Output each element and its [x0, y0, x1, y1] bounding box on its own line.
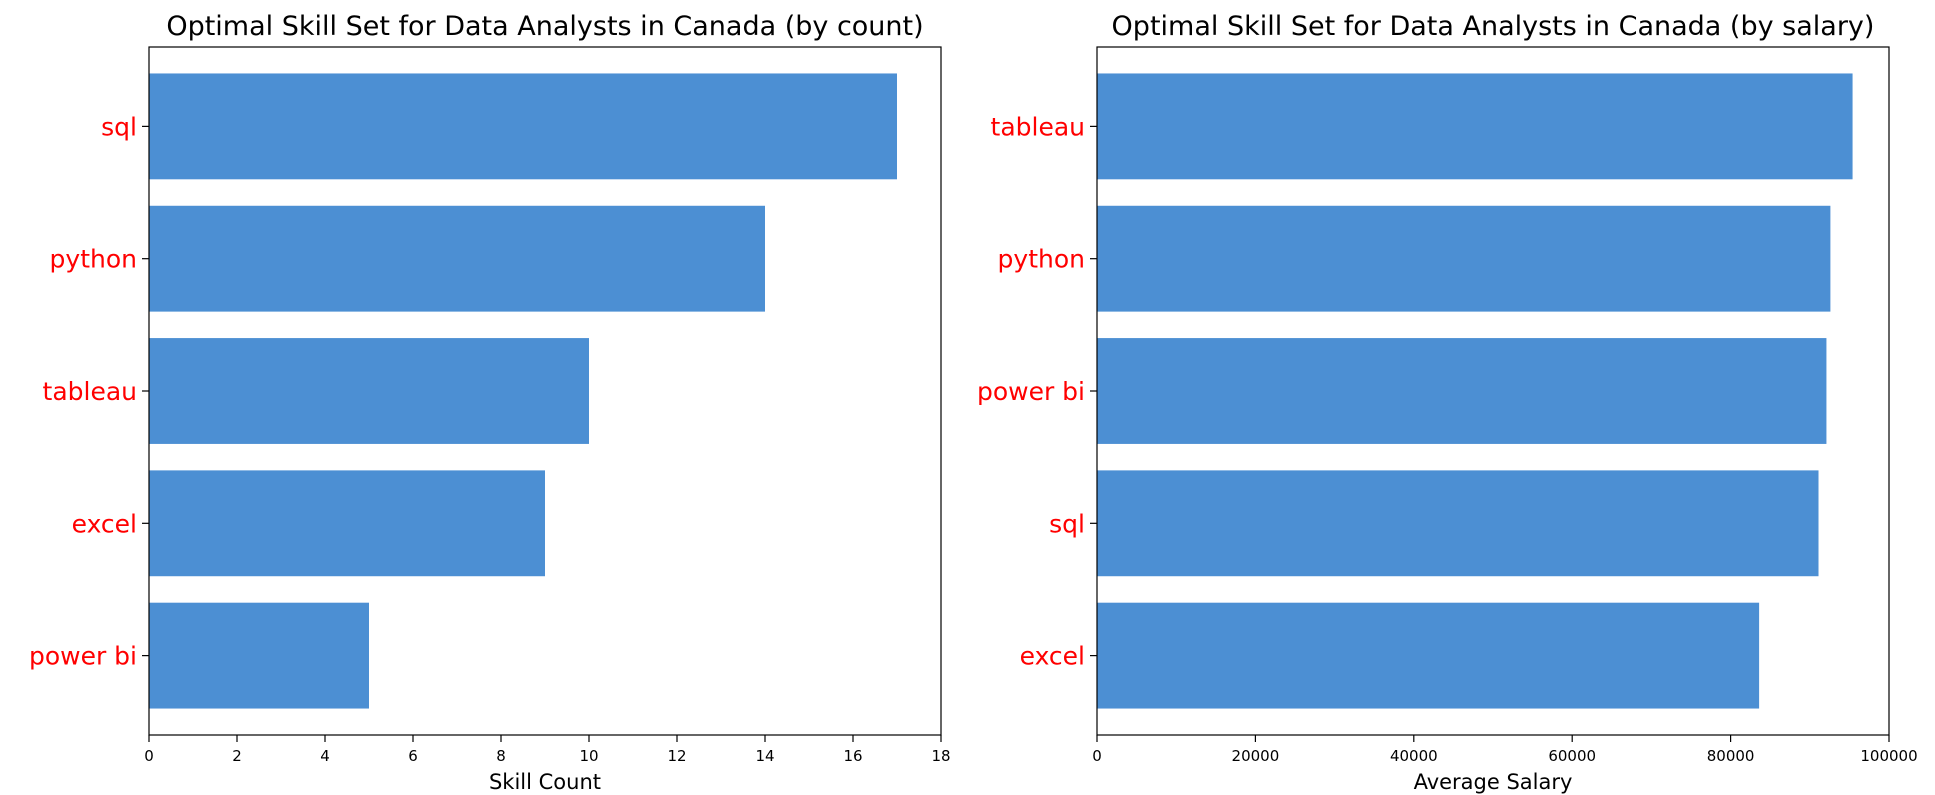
bar-sql: [149, 73, 897, 180]
category-label: power bi: [977, 377, 1085, 406]
x-axis-label: Skill Count: [489, 770, 601, 794]
x-tick-label: 80000: [1707, 747, 1755, 765]
x-tick-label: 0: [144, 747, 154, 765]
x-tick-label: 100000: [1860, 747, 1917, 765]
chart-panel-1: Optimal Skill Set for Data Analysts in C…: [29, 11, 951, 794]
plot-frame: [1096, 46, 1890, 736]
category-label: tableau: [991, 112, 1085, 141]
x-tick-label: 4: [320, 747, 330, 765]
category-label: tableau: [43, 377, 137, 406]
category-label: sql: [1049, 509, 1085, 538]
chart-title: Optimal Skill Set for Data Analysts in C…: [1112, 11, 1875, 42]
category-label: power bi: [29, 642, 137, 671]
bar-excel: [1097, 602, 1760, 709]
bar-tableau: [1097, 73, 1853, 180]
x-tick-label: 6: [408, 747, 418, 765]
x-tick-label: 18: [931, 747, 950, 765]
category-label: sql: [101, 112, 137, 141]
x-tick-label: 2: [232, 747, 242, 765]
bar-power-bi: [149, 602, 369, 709]
x-tick-label: 14: [755, 747, 774, 765]
x-tick-label: 12: [667, 747, 686, 765]
x-tick-label: 16: [843, 747, 862, 765]
bar-power-bi: [1097, 338, 1827, 444]
category-label: excel: [72, 509, 137, 538]
plot-frame: [148, 46, 942, 736]
x-tick-label: 8: [496, 747, 506, 765]
bar-excel: [149, 470, 545, 577]
bar-tableau: [149, 338, 589, 444]
bar-python: [149, 205, 765, 312]
bar-sql: [1097, 470, 1819, 577]
chart-panel-2: Optimal Skill Set for Data Analysts in C…: [977, 11, 1918, 794]
category-label: excel: [1020, 642, 1085, 671]
x-tick-label: 60000: [1548, 747, 1596, 765]
category-label: python: [998, 245, 1085, 274]
bar-python: [1097, 205, 1831, 312]
x-tick-label: 20000: [1232, 747, 1280, 765]
category-label: python: [50, 245, 137, 274]
chart-title: Optimal Skill Set for Data Analysts in C…: [166, 11, 923, 42]
x-tick-label: 10: [579, 747, 598, 765]
x-tick-label: 40000: [1390, 747, 1438, 765]
x-axis-label: Average Salary: [1414, 770, 1573, 794]
x-tick-label: 0: [1092, 747, 1102, 765]
